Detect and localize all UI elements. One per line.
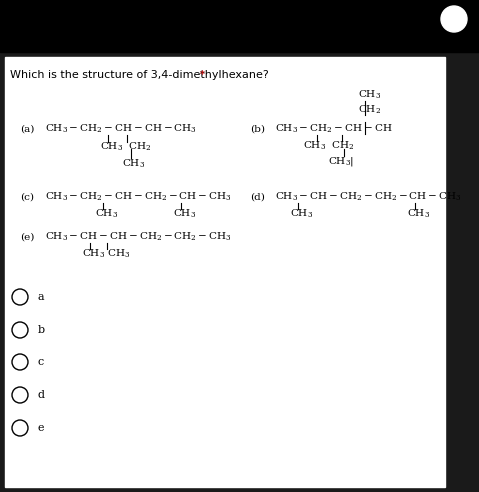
Text: $\mathregular{CH_3-CH-CH-CH_2-CH_2-CH_3}$: $\mathregular{CH_3-CH-CH-CH_2-CH_2-CH_3}… bbox=[45, 231, 231, 243]
Text: $\mathregular{CH_3\ CH_3}$: $\mathregular{CH_3\ CH_3}$ bbox=[82, 248, 130, 260]
Text: b: b bbox=[38, 325, 45, 335]
Text: (c): (c) bbox=[20, 192, 34, 202]
Text: $\mathregular{CH_3}$: $\mathregular{CH_3}$ bbox=[95, 208, 118, 220]
Bar bbox=[0, 0, 479, 52]
Text: (e): (e) bbox=[20, 233, 34, 242]
Circle shape bbox=[441, 6, 467, 32]
Text: $\mathregular{CH_3}$: $\mathregular{CH_3}$ bbox=[407, 208, 430, 220]
Text: e: e bbox=[38, 423, 45, 433]
Text: Which is the structure of 3,4-dimethylhexane?: Which is the structure of 3,4-dimethylhe… bbox=[10, 70, 269, 80]
Text: $\mathregular{CH_3\ \ CH_2}$: $\mathregular{CH_3\ \ CH_2}$ bbox=[100, 141, 152, 153]
Text: $\mathregular{CH_3-CH_2-CH-CH-CH_3}$: $\mathregular{CH_3-CH_2-CH-CH-CH_3}$ bbox=[45, 123, 197, 135]
Text: c: c bbox=[38, 357, 44, 367]
Text: a: a bbox=[38, 292, 45, 302]
Text: $\mathregular{CH_2}$: $\mathregular{CH_2}$ bbox=[358, 104, 381, 116]
Text: $\mathregular{CH_3\ \ CH_2}$: $\mathregular{CH_3\ \ CH_2}$ bbox=[303, 140, 354, 152]
Text: $\mathregular{CH_3}$: $\mathregular{CH_3}$ bbox=[173, 208, 196, 220]
Text: $\mathregular{CH_3}$: $\mathregular{CH_3}$ bbox=[290, 208, 313, 220]
Text: $\mathregular{CH_3|}$: $\mathregular{CH_3|}$ bbox=[328, 155, 354, 168]
Text: (b): (b) bbox=[250, 124, 265, 133]
Text: d: d bbox=[38, 390, 45, 400]
Text: *: * bbox=[196, 70, 205, 80]
Text: $\mathregular{CH_3-CH_2-CH-CH_2-CH-CH_3}$: $\mathregular{CH_3-CH_2-CH-CH_2-CH-CH_3}… bbox=[45, 191, 231, 203]
Text: $\mathregular{CH_3}$: $\mathregular{CH_3}$ bbox=[122, 158, 145, 170]
Text: $\mathregular{CH_3}$: $\mathregular{CH_3}$ bbox=[358, 89, 381, 101]
Bar bbox=[5, 57, 445, 487]
Text: $\mathregular{CH_3-CH_2-CH-CH}$: $\mathregular{CH_3-CH_2-CH-CH}$ bbox=[275, 123, 392, 135]
Text: $\mathregular{CH_3-CH-CH_2-CH_2-CH-CH_3}$: $\mathregular{CH_3-CH-CH_2-CH_2-CH-CH_3}… bbox=[275, 191, 462, 203]
Text: (a): (a) bbox=[20, 124, 34, 133]
Text: (d): (d) bbox=[250, 192, 265, 202]
